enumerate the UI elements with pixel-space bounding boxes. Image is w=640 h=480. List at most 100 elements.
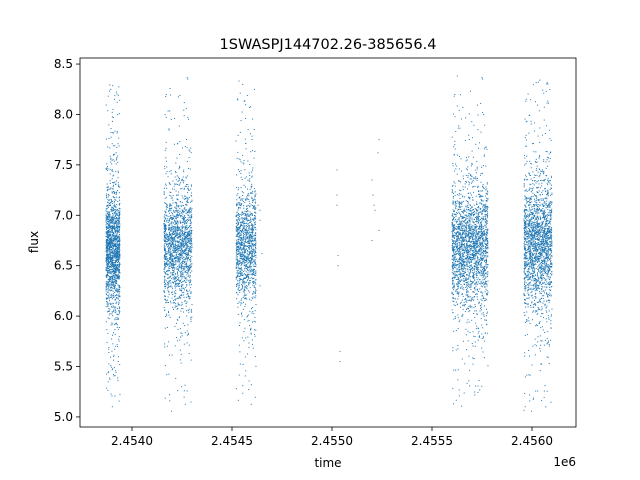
data-point <box>189 234 191 236</box>
data-point <box>245 117 247 119</box>
data-point <box>172 302 174 304</box>
data-point <box>187 226 189 228</box>
data-point <box>253 235 255 237</box>
data-point <box>250 213 252 215</box>
data-point <box>107 302 109 304</box>
data-point <box>118 400 120 402</box>
data-point <box>237 249 239 250</box>
data-point <box>111 266 113 268</box>
data-point <box>183 188 185 190</box>
data-point <box>111 243 113 245</box>
data-point <box>186 201 188 203</box>
data-point <box>180 216 182 218</box>
data-point <box>242 297 244 299</box>
data-point <box>169 183 171 185</box>
data-point <box>111 202 113 204</box>
data-point <box>482 270 484 272</box>
data-point <box>241 248 243 250</box>
data-point <box>175 211 177 213</box>
data-point <box>113 227 115 229</box>
data-point <box>110 249 112 251</box>
data-point <box>247 266 249 268</box>
data-point <box>112 251 114 253</box>
data-point <box>183 218 185 220</box>
data-point <box>164 264 166 266</box>
data-point <box>113 284 115 286</box>
data-point <box>181 224 183 226</box>
data-point <box>186 289 188 291</box>
data-point <box>236 253 238 255</box>
data-point <box>465 269 467 271</box>
data-point <box>115 282 117 284</box>
data-point <box>108 286 110 288</box>
data-point <box>165 157 167 159</box>
data-point <box>461 405 463 407</box>
data-point <box>236 157 238 159</box>
data-point <box>106 387 108 389</box>
data-point <box>114 206 116 208</box>
data-point <box>176 240 178 242</box>
data-point <box>244 305 246 307</box>
data-point <box>109 233 111 235</box>
data-point <box>109 204 111 206</box>
data-point <box>114 291 116 293</box>
data-point <box>236 241 238 243</box>
data-point <box>239 226 241 228</box>
data-point <box>477 207 479 209</box>
data-point <box>112 238 114 240</box>
data-point <box>115 206 117 208</box>
data-point <box>173 239 175 241</box>
data-point <box>119 226 121 228</box>
data-point <box>112 213 114 215</box>
data-point <box>242 236 244 238</box>
data-point <box>111 209 113 211</box>
data-point <box>109 173 111 175</box>
data-point <box>181 303 183 305</box>
data-point <box>253 249 255 251</box>
data-point <box>183 268 185 270</box>
data-point <box>164 248 166 250</box>
data-point <box>178 297 180 299</box>
data-point <box>454 218 456 220</box>
data-point <box>118 309 120 311</box>
data-point <box>113 309 115 311</box>
data-point <box>239 257 241 259</box>
data-point <box>165 258 167 260</box>
data-point <box>177 199 179 201</box>
data-point <box>237 223 239 225</box>
data-point <box>169 264 171 266</box>
data-point <box>108 363 110 365</box>
data-point <box>246 188 248 190</box>
data-point <box>250 384 252 386</box>
data-point <box>165 116 167 118</box>
data-point <box>247 269 249 271</box>
data-point <box>453 210 455 212</box>
data-point <box>242 155 244 157</box>
data-point <box>107 244 109 246</box>
data-point <box>173 230 175 232</box>
data-point <box>118 295 120 297</box>
data-point <box>177 261 179 263</box>
data-point <box>184 403 186 405</box>
data-point <box>164 237 166 239</box>
data-point <box>478 264 480 266</box>
data-point <box>106 196 108 198</box>
data-point <box>177 216 179 218</box>
data-point <box>107 251 109 253</box>
data-point <box>118 290 120 292</box>
data-point <box>170 208 172 210</box>
data-point <box>466 282 468 284</box>
data-point <box>465 174 467 176</box>
data-point <box>248 240 250 242</box>
data-point <box>245 287 247 289</box>
data-point <box>469 306 471 308</box>
data-point <box>188 353 190 355</box>
data-point <box>182 226 184 228</box>
data-point <box>238 197 240 199</box>
data-point <box>169 265 171 267</box>
data-point <box>116 225 118 227</box>
data-point <box>107 216 109 218</box>
data-point <box>254 151 256 152</box>
data-point <box>185 209 187 211</box>
data-point <box>179 253 181 255</box>
